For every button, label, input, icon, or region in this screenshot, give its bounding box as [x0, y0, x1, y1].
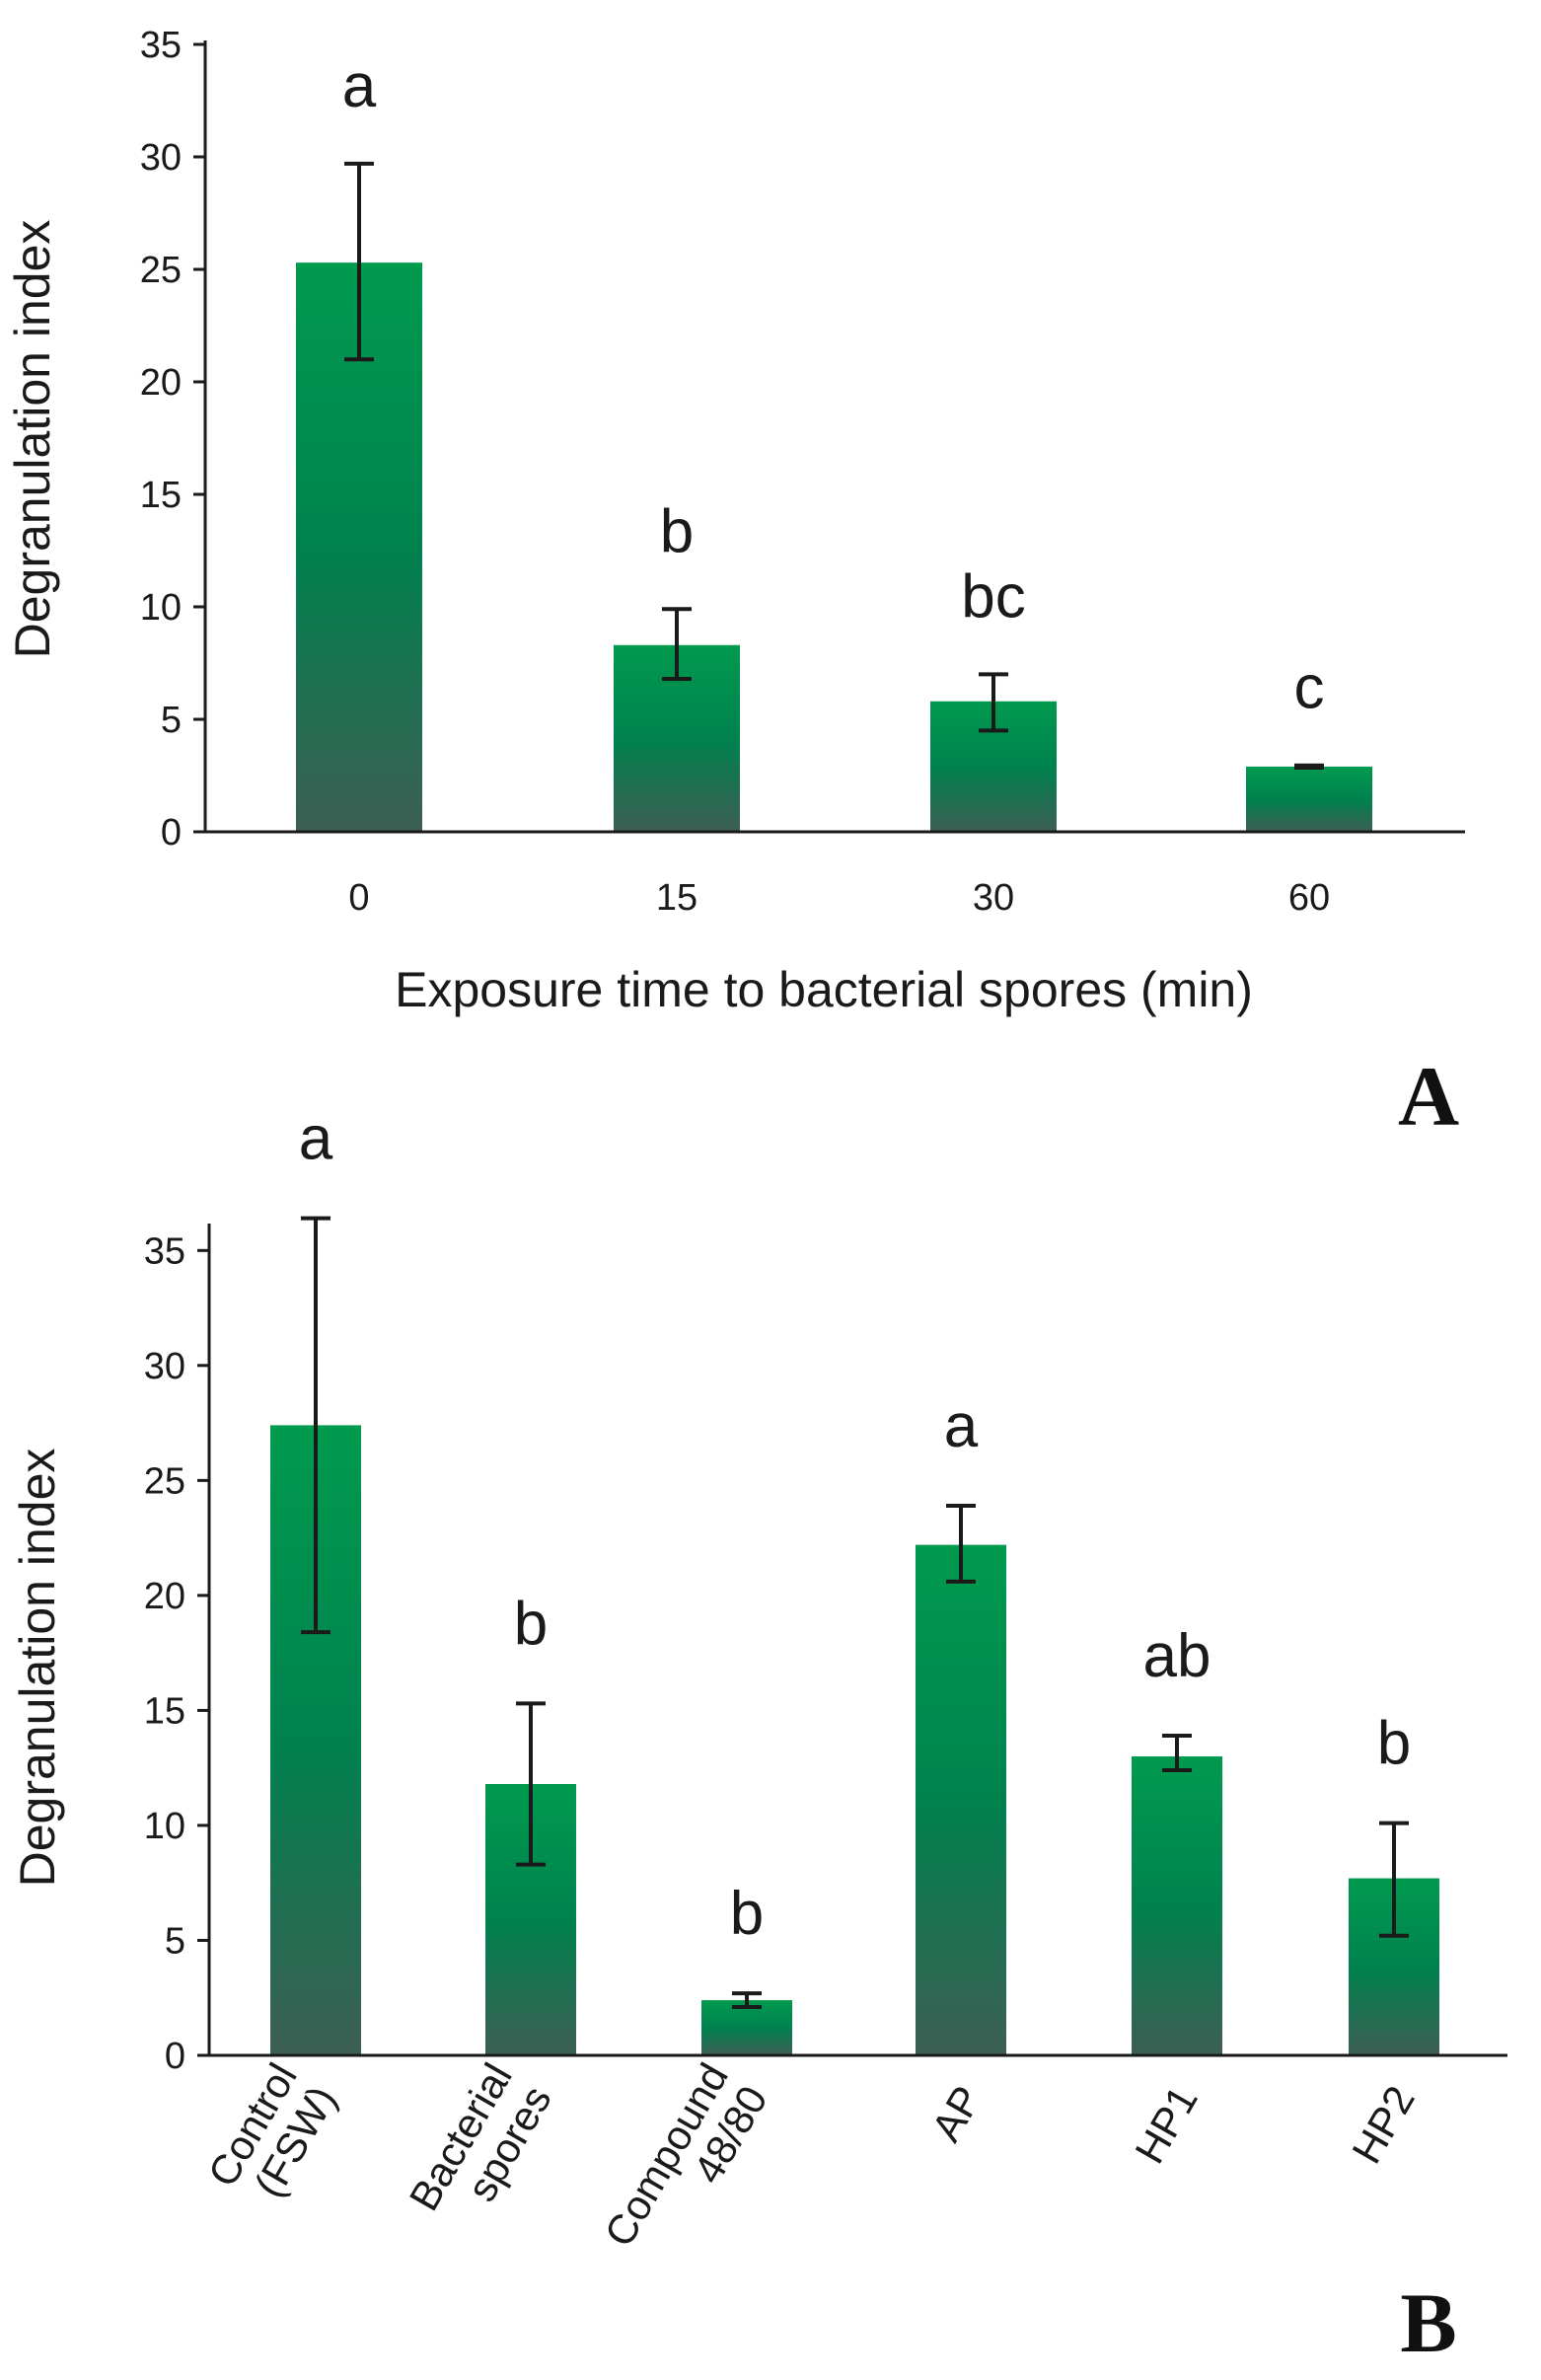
- panel-b-error-bar-2: [732, 1991, 762, 2010]
- panel-a-x-tick-label-1: 15: [656, 877, 697, 919]
- panel-a-bar-3: [1246, 766, 1372, 832]
- panel-b-y-tick-label-5: 25: [144, 1460, 185, 1502]
- panel-a-chart: a b bc c 0 5 10 15 20 25 30 35 Degranulation index 0 1…: [5, 25, 1465, 1144]
- panel-b-category-label-3: AP: [922, 2078, 991, 2149]
- panel-a-error-bar-3: [1294, 763, 1324, 771]
- panel-a-error-bar-1: [662, 607, 692, 681]
- panel-b-y-tick-label-2: 10: [144, 1806, 185, 1847]
- panel-b-y-tick-label-1: 5: [165, 1920, 185, 1962]
- panel-b-significance-letter-2: b: [730, 1880, 764, 1948]
- panel-a-significance-letter-1: b: [660, 497, 694, 565]
- panel-a-y-tick-label-7: 35: [140, 25, 182, 66]
- panel-b-error-bar-3: [946, 1503, 976, 1584]
- panel-b-error-bar-4: [1162, 1734, 1192, 1773]
- panel-b-category-label-line: AP: [922, 2078, 991, 2149]
- panel-b-category-label-5: HP2: [1343, 2078, 1424, 2171]
- panel-a-x-tick-label-0: 0: [348, 877, 369, 919]
- panel-a-significance-letter-0: a: [342, 52, 377, 120]
- panel-b-y-tick-label-3: 15: [144, 1690, 185, 1732]
- panel-b-bar-3: [916, 1544, 1006, 2055]
- panel-b-bar-2: [701, 2000, 792, 2055]
- panel-b-significance-letter-1: b: [514, 1590, 548, 1658]
- panel-b-category-label-2: Compound48/80: [596, 2055, 776, 2276]
- panel-a-y-tick-label-6: 30: [140, 137, 182, 179]
- panel-b-category-label-line: HP1: [1126, 2078, 1207, 2171]
- panel-a-significance-letter-3: c: [1294, 654, 1325, 722]
- panel-b-category-label-0: Control(FSW): [199, 2055, 345, 2217]
- panel-a-x-tick-label-2: 30: [973, 877, 1014, 919]
- panel-b-significance-letter-3: a: [944, 1392, 979, 1460]
- panel-b-significance-letter-5: b: [1377, 1710, 1411, 1778]
- panel-b-category-label-1: Bacterialspores: [401, 2055, 560, 2241]
- panel-b-error-bar-0: [301, 1216, 330, 1635]
- panel-a-x-axis-title: Exposure time to bacterial spores (min): [395, 962, 1253, 1017]
- panel-a-significance-letter-2: bc: [961, 562, 1025, 631]
- panel-b-category-label-4: HP1: [1126, 2078, 1207, 2171]
- panel-b-y-axis-title: Degranulation index: [10, 1449, 65, 1888]
- panel-a-y-tick-label-0: 0: [161, 812, 182, 854]
- panel-b-significance-letter-4: ab: [1143, 1622, 1211, 1690]
- panel-a-error-bar-0: [344, 161, 374, 362]
- panel-b-bar-4: [1132, 1756, 1222, 2055]
- panel-a-y-tick-label-1: 5: [161, 700, 182, 741]
- panel-b-significance-letter-0: a: [299, 1105, 333, 1173]
- panel-a-x-tick-label-3: 60: [1288, 877, 1330, 919]
- panel-b-error-bar-5: [1379, 1821, 1409, 1938]
- panel-a-y-tick-label-5: 25: [140, 250, 182, 291]
- panel-a-label: A: [1398, 1049, 1459, 1144]
- panel-a-y-axis-title: Degranulation index: [5, 220, 60, 659]
- panel-b-y-tick-label-7: 35: [144, 1230, 185, 1272]
- panel-b-y-tick-label-4: 20: [144, 1576, 185, 1617]
- panel-a-error-bar-2: [979, 672, 1008, 733]
- panel-b-category-label-line: HP2: [1343, 2078, 1424, 2171]
- panel-b-y-tick-label-6: 30: [144, 1346, 185, 1387]
- panel-b-label: B: [1400, 2275, 1456, 2370]
- panel-a-y-tick-label-4: 20: [140, 362, 182, 404]
- panel-b-y-tick-label-0: 0: [165, 2036, 185, 2077]
- panel-a-y-tick-label-3: 15: [140, 475, 182, 516]
- panel-b-error-bar-1: [516, 1701, 546, 1867]
- panel-a-y-tick-label-2: 10: [140, 587, 182, 629]
